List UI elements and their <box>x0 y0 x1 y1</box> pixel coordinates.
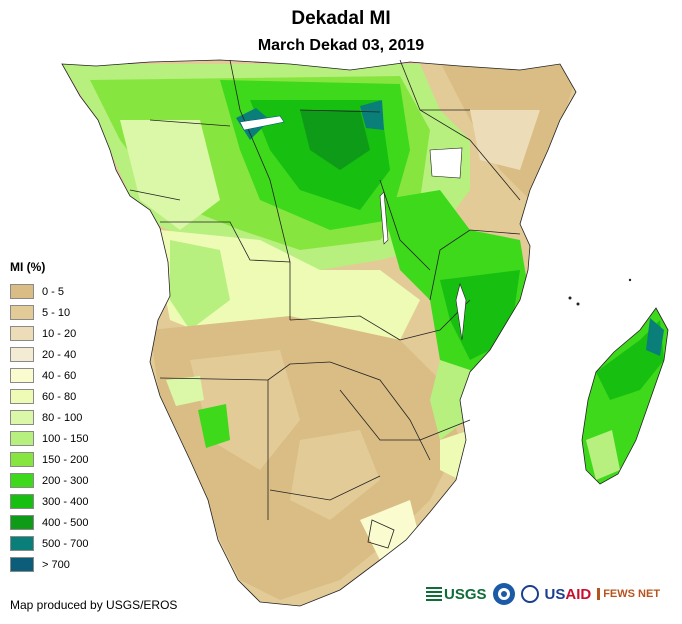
legend-item: 40 - 60 <box>10 365 88 386</box>
legend-item: 400 - 500 <box>10 512 88 533</box>
legend-swatch <box>10 389 34 404</box>
map-subtitle: March Dekad 03, 2019 <box>257 37 425 54</box>
congo-river-wetland <box>239 115 285 131</box>
legend-swatch <box>10 347 34 362</box>
legend-label: 100 - 150 <box>42 432 89 445</box>
legend-label: 150 - 200 <box>42 453 89 466</box>
legend-item: 10 - 20 <box>10 323 88 344</box>
legend-label: 500 - 700 <box>42 537 89 550</box>
legend-swatch <box>10 473 34 488</box>
legend-item: 0 - 5 <box>10 281 88 302</box>
legend-label: 300 - 400 <box>42 495 89 508</box>
legend-item: 200 - 300 <box>10 470 88 491</box>
credit-text: Map produced by USGS/EROS <box>10 598 178 612</box>
usgs-wave-icon <box>426 587 442 601</box>
legend-item: 5 - 10 <box>10 302 88 323</box>
mainland-coastline <box>61 59 577 607</box>
legend-label: 0 - 5 <box>42 285 65 298</box>
legend-item: > 700 <box>10 554 88 575</box>
legend-swatch <box>10 326 34 341</box>
legend-swatch <box>10 410 34 425</box>
map-title: Dekadal MI <box>291 8 391 29</box>
legend-swatch <box>10 557 34 572</box>
legend-swatch <box>10 284 34 299</box>
mainland-mi-layer <box>62 60 576 606</box>
usgs-logo: USGS <box>426 586 487 603</box>
madagascar-coastline <box>581 307 669 485</box>
legend-item: 500 - 700 <box>10 533 88 554</box>
madagascar-mi-layer <box>582 308 668 484</box>
legend-item: 80 - 100 <box>10 407 88 428</box>
legend-item: 150 - 200 <box>10 449 88 470</box>
island-marker <box>576 302 580 306</box>
legend-swatch <box>10 305 34 320</box>
legend-label: 10 - 20 <box>42 327 77 340</box>
legend-rows: 0 - 5 5 - 10 10 - 20 20 - 40 40 - 60 60 … <box>10 281 88 575</box>
legend-swatch <box>10 368 34 383</box>
legend-swatch <box>10 431 34 446</box>
legend-item: 60 - 80 <box>10 386 88 407</box>
legend-swatch <box>10 515 34 530</box>
noaa-logo-icon <box>492 583 515 605</box>
lake-tanganyika <box>379 191 389 245</box>
legend-label: 60 - 80 <box>42 390 77 403</box>
usaid-logo: USAID <box>544 585 592 603</box>
legend-label: 5 - 10 <box>42 306 71 319</box>
usaid-seal-icon <box>520 585 539 603</box>
lake-malawi <box>455 282 467 341</box>
legend: MI (%) 0 - 5 5 - 10 10 - 20 20 - 40 40 -… <box>10 260 88 575</box>
partner-logos: USGS USAID FEWS NET <box>426 583 660 605</box>
fews-net-logo: FEWS NET <box>597 588 660 600</box>
legend-label: 400 - 500 <box>42 516 89 529</box>
lake-victoria <box>429 147 463 179</box>
legend-swatch <box>10 452 34 467</box>
legend-item: 300 - 400 <box>10 491 88 512</box>
legend-item: 100 - 150 <box>10 428 88 449</box>
legend-swatch <box>10 536 34 551</box>
legend-title: MI (%) <box>10 260 46 274</box>
legend-label: 40 - 60 <box>42 369 77 382</box>
country-borders <box>129 59 521 549</box>
legend-swatch <box>10 494 34 509</box>
island-marker <box>628 278 632 282</box>
legend-label: 20 - 40 <box>42 348 77 361</box>
legend-label: 80 - 100 <box>42 411 83 424</box>
island-marker <box>568 296 572 300</box>
legend-label: > 700 <box>42 558 70 571</box>
legend-item: 20 - 40 <box>10 344 88 365</box>
legend-label: 200 - 300 <box>42 474 89 487</box>
